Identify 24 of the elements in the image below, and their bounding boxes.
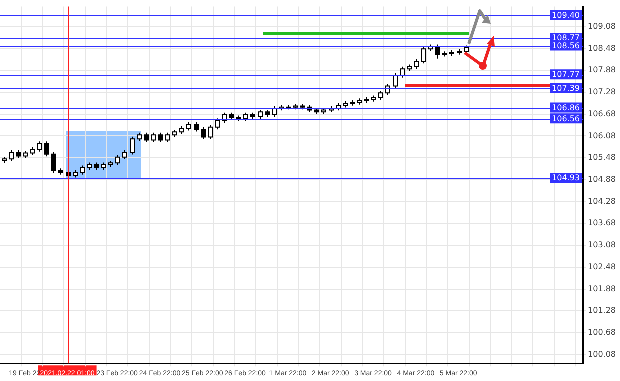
y-tick-label: 103.68 (588, 218, 616, 228)
y-tick-label: 107.28 (588, 88, 616, 97)
ref-line-label: 107.77 (552, 70, 580, 80)
y-tick-label: 109.08 (588, 22, 616, 31)
y-tick-label: 106.08 (588, 131, 616, 140)
y-tick-label: 106.68 (588, 109, 616, 118)
y-tick-label: 102.48 (588, 262, 616, 272)
ref-line-label: 106.86 (552, 103, 580, 112)
ref-line-label: 104.93 (552, 174, 580, 183)
y-tick-label: 108.48 (588, 44, 616, 53)
y-tick-label: 107.88 (588, 66, 616, 75)
ref-line-label: 107.39 (552, 84, 580, 94)
y-tick-label: 105.48 (588, 153, 616, 162)
y-tick-label: 100.68 (588, 328, 616, 338)
ref-line-label: 106.56 (552, 114, 580, 124)
y-tick-label: 101.28 (588, 306, 616, 316)
ref-line-label: 109.40 (552, 10, 580, 20)
y-tick-label: 100.08 (588, 350, 616, 359)
ref-line-label: 108.77 (552, 34, 580, 43)
y-tick-label: 104.28 (588, 196, 616, 206)
ref-line-label: 108.56 (552, 41, 580, 50)
y-tick-label: 104.88 (588, 174, 616, 184)
y-tick-label: 101.88 (588, 284, 616, 294)
y-tick-label: 103.08 (588, 240, 616, 250)
